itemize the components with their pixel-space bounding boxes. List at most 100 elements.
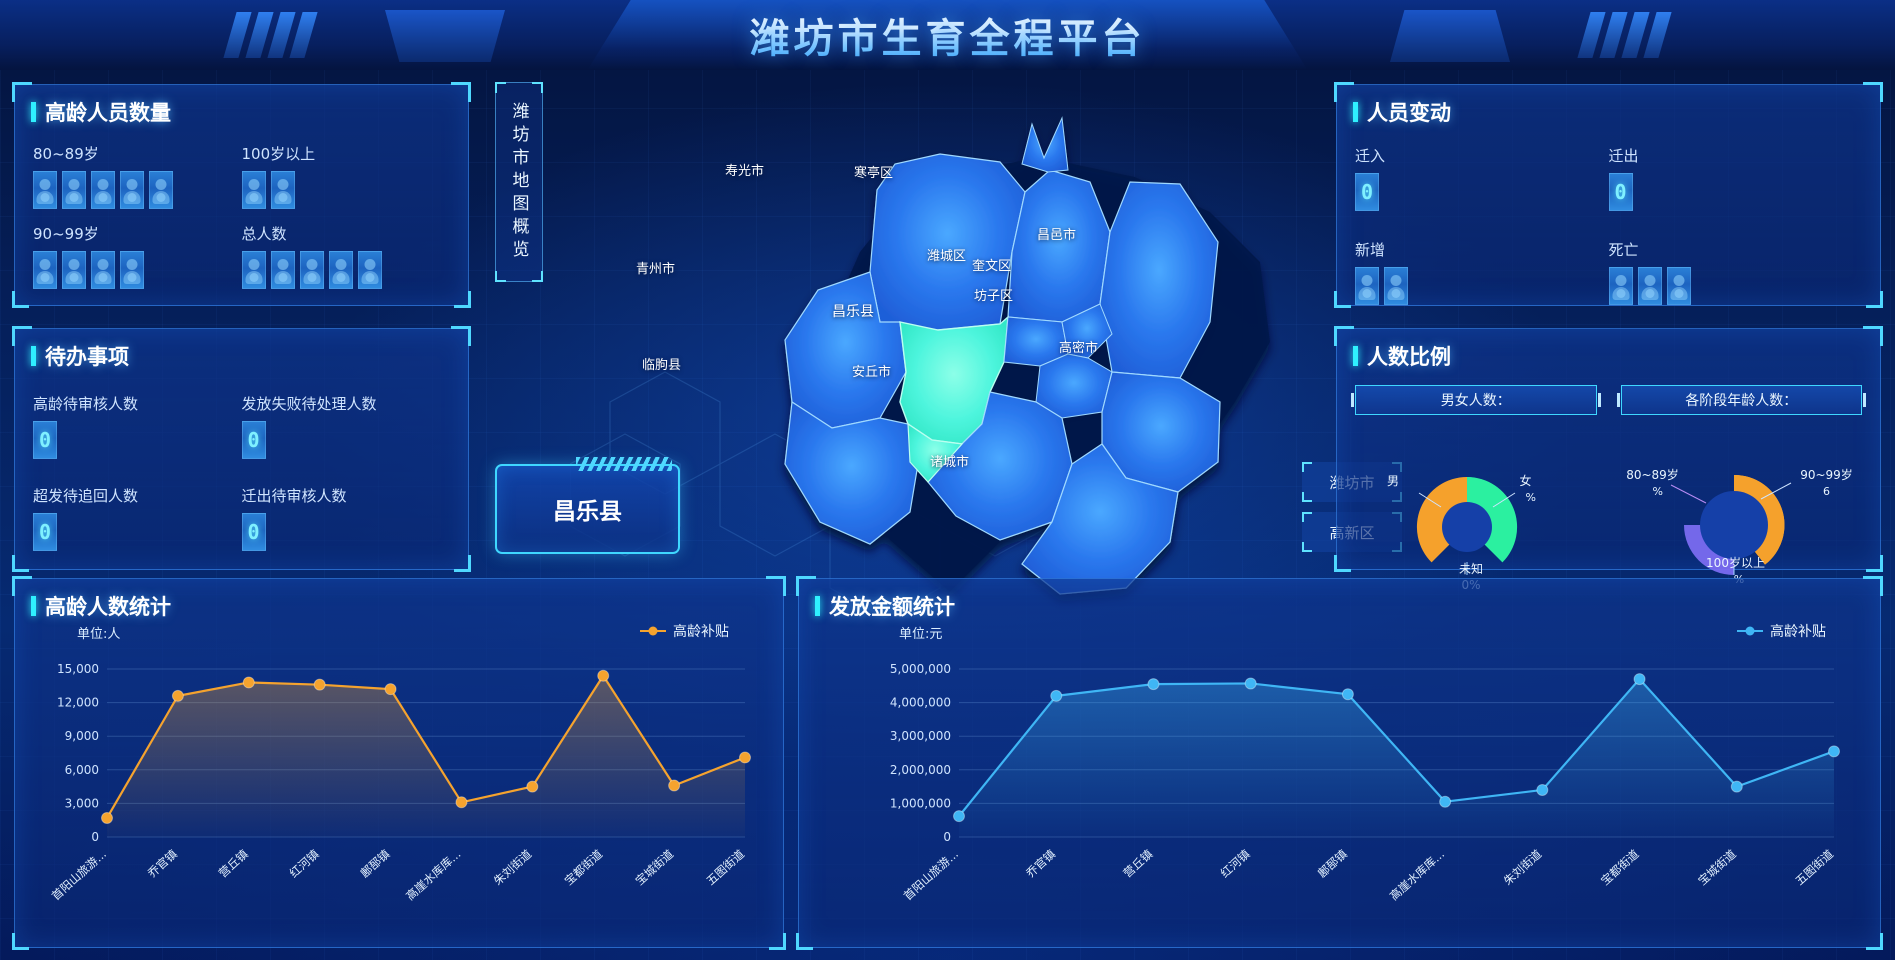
chart-data-point[interactable]	[313, 678, 326, 691]
weifang-city-map[interactable]	[570, 72, 1330, 632]
chart-data-point[interactable]	[1244, 677, 1257, 690]
digit-box	[62, 251, 86, 289]
chart-data-point[interactable]	[1828, 745, 1840, 758]
age-label-90-99: 90~99岁 6	[1800, 468, 1853, 499]
ratio-tab-group: 男女人数： 各阶段年龄人数：	[1337, 371, 1880, 415]
chart-y-tick-label: 2,000,000	[890, 763, 951, 777]
map-region-north-spur	[1021, 116, 1069, 173]
chart-x-tick-label: 红河镇	[287, 846, 322, 880]
digit-group	[33, 251, 242, 289]
age-label-80-89: 80~89岁 %	[1626, 468, 1679, 499]
digit-group	[241, 251, 451, 289]
title-accent-bar	[1353, 102, 1358, 122]
digit-box	[1355, 267, 1379, 305]
tab-gender-count[interactable]: 男女人数：	[1355, 385, 1597, 415]
gender-donut-chart[interactable]: 男 女 % 未知0%	[1337, 425, 1609, 592]
chart-data-point[interactable]	[1050, 689, 1063, 702]
metric-failed-payout: 发放失败待处理人数 0	[241, 393, 451, 459]
digit-box	[241, 171, 266, 209]
metric-new-added: 新增	[1355, 239, 1609, 305]
panel-title-text: 发放金额统计	[829, 595, 955, 619]
metric-move-in: 迁入 0	[1355, 145, 1609, 211]
panel-todo: 待办事项 高龄待审核人数 0 发放失败待处理人数 0 超发待追回人数 0 迁出待…	[12, 326, 471, 572]
digit-box	[120, 171, 144, 209]
chart-data-point[interactable]	[1633, 673, 1646, 686]
metric-label: 新增	[1355, 241, 1386, 259]
metric-label: 90~99岁	[33, 225, 99, 243]
panel-title-personnel-change: 人员变动	[1353, 97, 1880, 127]
chart-y-tick-label: 3,000	[65, 796, 99, 810]
chart-data-point[interactable]	[1147, 678, 1160, 691]
map-overview-label: 潍坊市地图概览	[495, 82, 543, 282]
chart-data-point[interactable]	[384, 683, 397, 696]
panel-title-text: 人员变动	[1367, 101, 1451, 125]
digit-box	[149, 171, 173, 209]
metric-label: 高龄待审核人数	[33, 395, 139, 413]
metric-total: 总人数	[241, 223, 451, 289]
panel-title-text: 待办事项	[45, 345, 129, 369]
chart-x-tick-label: 五图街道	[703, 846, 747, 888]
chart-legend-left[interactable]: 高龄补贴	[640, 621, 729, 641]
digit-group: 0	[241, 421, 451, 459]
digit-group	[33, 171, 242, 209]
chart-unit-label-right: 单位:元	[899, 627, 943, 642]
page-title: 潍坊市生育全程平台	[750, 6, 1146, 64]
digit-group: 0	[33, 421, 242, 459]
panel-title-payout-statistics: 发放金额统计	[815, 591, 1880, 621]
chart-data-point[interactable]	[1536, 783, 1549, 796]
chart-x-tick-label: 高崖水库库...	[1387, 847, 1447, 903]
chart-data-point[interactable]	[1341, 688, 1354, 701]
title-accent-bar	[815, 596, 820, 616]
chart-x-tick-label: 营丘镇	[216, 846, 251, 880]
chart-line	[957, 677, 1836, 818]
selected-region-button[interactable]: 昌乐县	[495, 457, 680, 554]
header-deco-right-bars	[1577, 12, 1672, 58]
map-shape-group	[784, 116, 1270, 595]
digit-group	[1355, 267, 1609, 305]
line-chart-payout-amount[interactable]: 0 1,000,000 2,000,000 3,000,000 4,000,000 5,0…	[799, 645, 1882, 945]
gender-slice-male	[1416, 476, 1467, 563]
map-overview-label-text: 潍坊市地图概览	[508, 101, 529, 263]
digit-box	[33, 251, 57, 289]
chart-data-point[interactable]	[101, 811, 113, 824]
tab-age-stage-count[interactable]: 各阶段年龄人数：	[1620, 385, 1862, 415]
metric-90-99: 90~99岁	[33, 223, 242, 289]
panel-title-todo: 待办事项	[31, 341, 468, 371]
chart-x-tick-label: 宝城街道	[633, 846, 677, 888]
chart-data-point[interactable]	[242, 676, 255, 689]
panel-title-elderly-count: 高龄人员数量	[31, 97, 468, 127]
chart-data-point[interactable]	[455, 796, 468, 809]
header-center-banner	[587, 0, 1308, 70]
chart-data-point[interactable]	[171, 689, 184, 702]
header-deco-left-trapezoid	[385, 10, 505, 62]
digit-box: 0	[241, 513, 266, 551]
panel-ratio: 人数比例 男女人数： 各阶段年龄人数： 男	[1334, 326, 1883, 592]
elderly-count-metrics: 80~89岁 100岁以上 90~99岁	[15, 127, 468, 303]
line-chart-elderly-count[interactable]: 0 3,000 6,000 9,000 12,000 15,000 首阳山旅游... 乔官镇 营…	[15, 645, 785, 945]
metric-move-out: 迁出 0	[1608, 145, 1863, 211]
digit-box	[91, 251, 115, 289]
panel-title-ratio: 人数比例	[1353, 341, 1880, 371]
chart-data-point[interactable]	[1439, 795, 1452, 808]
digit-box: 0	[241, 421, 266, 459]
metric-80-89: 80~89岁	[33, 143, 242, 209]
chart-y-tick-label: 3,000,000	[890, 729, 951, 743]
digit-box: 0	[33, 421, 57, 459]
digit-group: 0	[1355, 173, 1609, 211]
chart-y-tick-label: 5,000,000	[890, 662, 951, 676]
digit-box	[33, 171, 57, 209]
personnel-change-metrics: 迁入 0 迁出 0 新增 死亡	[1337, 127, 1880, 319]
chart-data-point[interactable]	[1730, 780, 1743, 793]
metric-overpay-recovery: 超发待追回人数 0	[33, 485, 242, 551]
chart-data-point[interactable]	[953, 810, 965, 823]
chart-data-point[interactable]	[739, 751, 751, 764]
digit-box	[270, 251, 295, 289]
chart-data-point[interactable]	[668, 779, 681, 792]
chart-y-tick-label: 0	[943, 830, 951, 844]
chart-data-point[interactable]	[526, 780, 539, 793]
digit-box	[1637, 267, 1662, 305]
panel-title-text: 人数比例	[1367, 345, 1451, 369]
chart-legend-right[interactable]: 高龄补贴	[1737, 621, 1826, 641]
chart-data-point[interactable]	[597, 669, 610, 682]
